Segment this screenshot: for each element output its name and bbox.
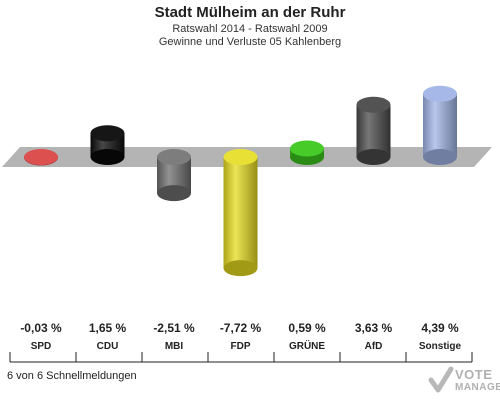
- chart-subtitle: Ratswahl 2014 - Ratswahl 2009: [172, 23, 328, 35]
- votemanager-logo: VOTE MANAGER: [428, 364, 500, 398]
- bar-top-cap: [223, 149, 258, 165]
- bar-bottom-cap: [356, 149, 391, 165]
- bar-top-cap: [356, 96, 391, 113]
- bar-body: [223, 157, 258, 269]
- logo-text-vote: VOTE: [455, 367, 493, 382]
- bar-bottom-cap: [157, 185, 191, 202]
- category-label: GRÜNE: [289, 339, 325, 352]
- chart-title: Stadt Mülheim an der Ruhr: [154, 4, 346, 21]
- category-label: FDP: [231, 341, 251, 352]
- ballot-check-icon: [428, 366, 454, 393]
- value-label: 4,39 %: [421, 321, 459, 335]
- bar-bottom-cap: [90, 149, 125, 165]
- category-label: MBI: [165, 341, 184, 352]
- category-label: CDU: [97, 341, 119, 352]
- bar-top-cap: [24, 149, 58, 165]
- bar-top-cap: [90, 125, 125, 142]
- chart-subtitle-district: Gewinne und Verluste 05 Kahlenberg: [158, 36, 342, 48]
- bar-bottom-cap: [223, 260, 258, 277]
- category-label: Sonstige: [419, 341, 462, 352]
- bar-body: [423, 93, 457, 157]
- value-label: -7,72 %: [220, 321, 262, 335]
- value-label: 3,63 %: [355, 321, 393, 335]
- footer-note: 6 von 6 Schnellmeldungen: [7, 370, 137, 382]
- logo-text-manager: MANAGER: [455, 382, 500, 393]
- category-label: SPD: [31, 341, 52, 352]
- category-label: AfD: [365, 341, 383, 352]
- value-label: 1,65 %: [89, 321, 127, 335]
- value-label: -2,51 %: [153, 321, 195, 335]
- bar-top-cap: [423, 85, 457, 102]
- bar-bottom-cap: [423, 149, 457, 165]
- value-label: 0,59 %: [288, 321, 326, 335]
- bar-top-cap: [290, 140, 324, 157]
- bar-top-cap: [157, 149, 191, 165]
- bar-body: [356, 104, 391, 157]
- value-label: -0,03 %: [20, 321, 62, 335]
